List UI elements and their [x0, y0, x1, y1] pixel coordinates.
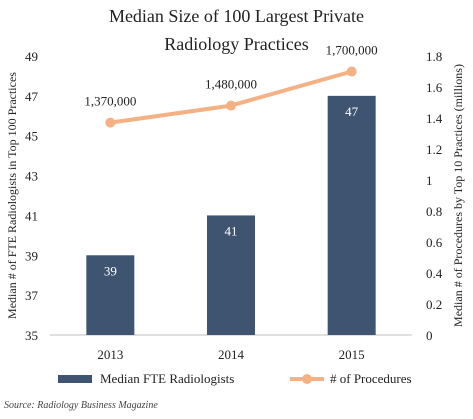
legend-item-line: # of Procedures	[290, 368, 412, 390]
chart-title: Median Size of 100 Largest Private Radio…	[0, 2, 473, 58]
legend-swatch-bars	[58, 375, 92, 383]
y-left-axis-label: Median # of FTE Radiologists in Top 100 …	[5, 72, 19, 319]
y-left-tick-label: 43	[25, 169, 38, 184]
chart-title-line-1: Median Size of 100 Largest Private	[108, 6, 365, 26]
y-right-tick-label: 1.6	[426, 80, 443, 95]
y-right-axis-label: Median # of Procedures by Top 10 Practic…	[451, 64, 465, 327]
y-right-tick-label: 1.4	[426, 111, 443, 126]
line-data-label: 1,370,000	[84, 94, 136, 109]
legend-label-bars: Median FTE Radiologists	[100, 371, 235, 386]
legend-item-bars: Median FTE Radiologists	[58, 368, 234, 390]
x-tick-label: 2015	[339, 347, 365, 362]
y-left-tick-label: 37	[25, 288, 39, 303]
y-left-tick-label: 47	[25, 89, 39, 104]
y-right-tick-label: 0	[426, 328, 433, 343]
line-point	[226, 100, 236, 111]
y-right-tick-label: 0.6	[426, 235, 443, 250]
bar-data-label: 41	[225, 223, 238, 238]
legend-label-line: # of Procedures	[330, 371, 412, 386]
bar-data-label: 39	[104, 263, 117, 278]
chart-source: Source: Radiology Business Magazine	[4, 400, 158, 411]
line-point	[105, 117, 116, 128]
y-right-tick-label: 1	[426, 173, 433, 188]
x-tick-label: 2013	[97, 347, 123, 362]
chart-legend: Median FTE Radiologists # of Procedures	[0, 368, 473, 390]
chart-title-line-2: Radiology Practices	[164, 34, 309, 54]
y-right-tick-label: 1.2	[426, 142, 442, 157]
y-left-tick-label: 41	[25, 208, 38, 223]
y-right-tick-label: 0.4	[426, 266, 443, 281]
y-right-tick-label: 0.8	[426, 204, 442, 219]
bar	[207, 215, 255, 335]
y-left-tick-label: 45	[25, 129, 38, 144]
line-data-label: 1,480,000	[205, 77, 257, 92]
bar	[327, 95, 376, 335]
y-left-tick-label: 35	[25, 328, 38, 343]
line-point	[346, 66, 357, 77]
y-right-tick-label: 1.8	[426, 49, 442, 64]
bar	[86, 255, 135, 335]
y-left-tick-label: 49	[25, 49, 38, 64]
y-left-tick-label: 39	[25, 248, 38, 263]
bar-data-label: 47	[345, 104, 359, 119]
x-tick-label: 2014	[218, 347, 245, 362]
legend-swatch-line	[290, 374, 324, 384]
line-data-label: 1,700,000	[326, 43, 378, 58]
y-right-tick-label: 0.2	[426, 297, 442, 312]
